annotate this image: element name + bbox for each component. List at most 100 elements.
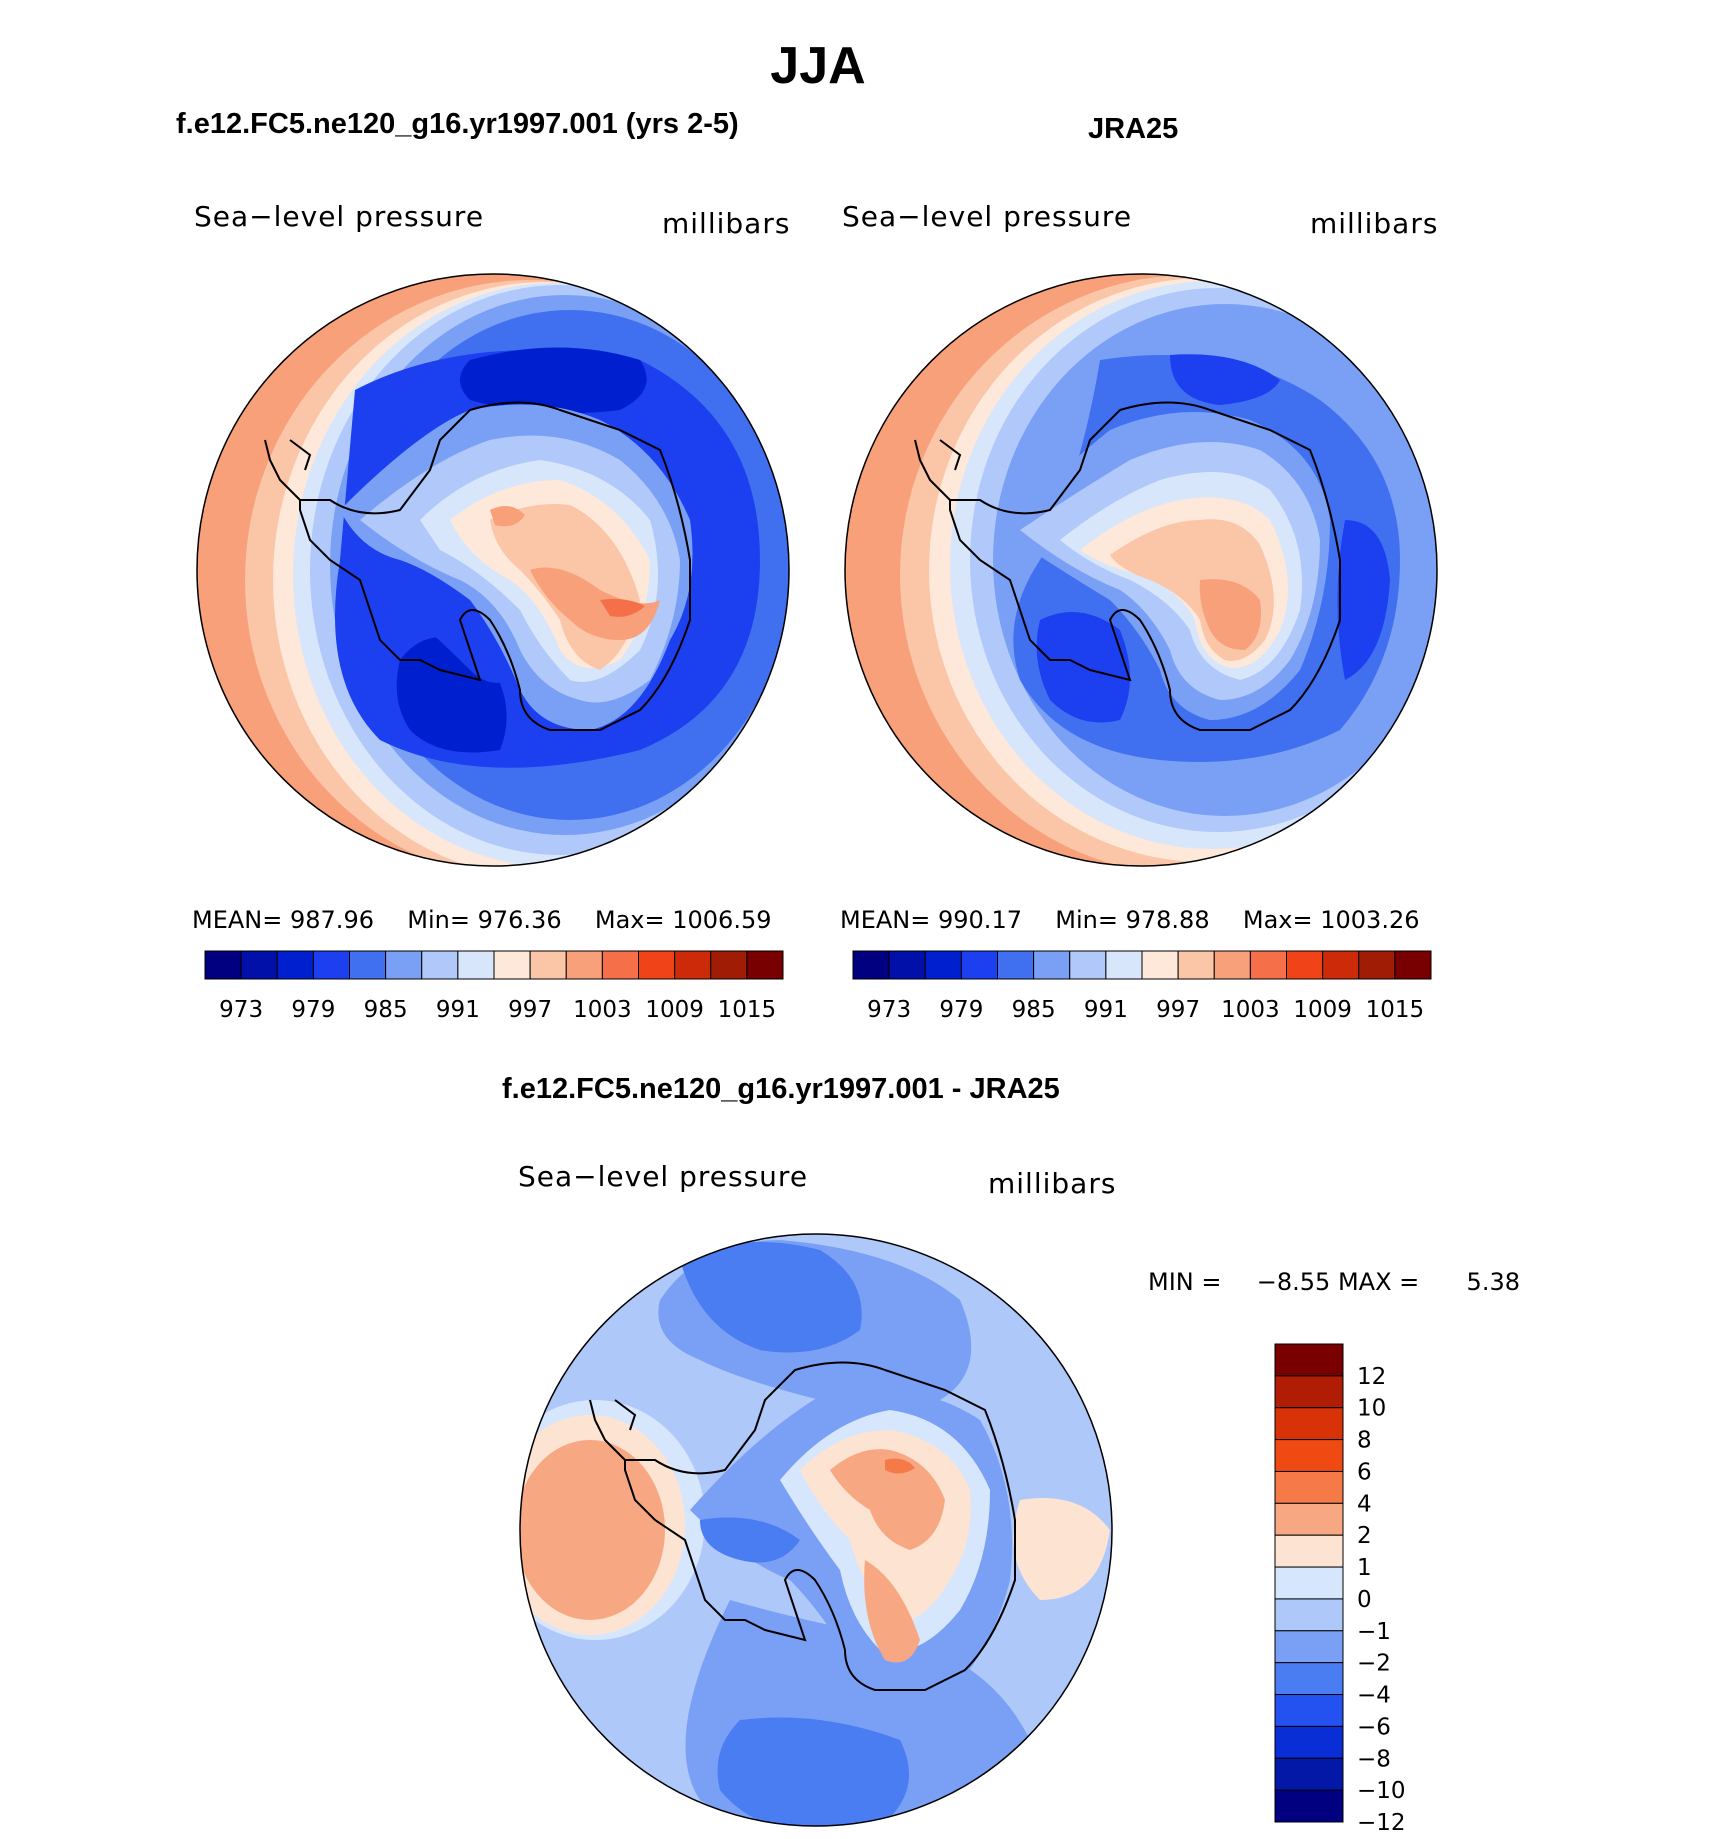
colorbar-tick-label: −12 xyxy=(1357,1810,1406,1836)
colorbar-swatch xyxy=(1274,1757,1344,1791)
coastline xyxy=(299,401,691,731)
colorbar-swatch xyxy=(1274,1502,1344,1536)
colorbar-swatch xyxy=(240,950,278,980)
diff-min-label: MIN = xyxy=(1148,1268,1222,1296)
diff-minmax: MIN = −8.55 MAX = 5.38 xyxy=(1148,1268,1520,1296)
units-label-model: millibars xyxy=(662,207,791,240)
contour-band xyxy=(864,1560,920,1663)
max-value: 1003.26 xyxy=(1320,906,1420,934)
colorbar-tick-label: 6 xyxy=(1357,1459,1372,1485)
colorbar-swatch xyxy=(674,950,712,980)
colorbar-swatch xyxy=(1274,1439,1344,1472)
max-label: Max= xyxy=(594,906,665,934)
colorbar-tick-label: −8 xyxy=(1357,1746,1391,1772)
colorbar-swatch xyxy=(1274,1534,1344,1568)
colorbar-tick-label: 2 xyxy=(1357,1523,1372,1549)
contour-band xyxy=(700,1517,800,1563)
diff-max-value: 5.38 xyxy=(1466,1268,1520,1296)
colorbar-swatch xyxy=(1274,1375,1344,1409)
colorbar-swatch xyxy=(349,950,387,980)
colorbar-swatch xyxy=(852,950,890,980)
colorbar-swatch xyxy=(204,950,242,980)
colorbar-swatch xyxy=(601,950,639,980)
colorbar-swatch xyxy=(1358,950,1396,980)
colorbar-tick-label: 1009 xyxy=(645,997,704,1023)
colorbar-tick-label: 985 xyxy=(364,997,408,1023)
colorbar-swatch xyxy=(1177,950,1215,980)
coastline xyxy=(949,401,1341,731)
contour-band xyxy=(530,567,660,640)
colorbar-swatch xyxy=(997,950,1035,980)
colorbar-swatch xyxy=(638,950,676,980)
min-label: Min= xyxy=(407,906,470,934)
contour-band xyxy=(1199,579,1261,650)
colorbar-tick-label: 997 xyxy=(1156,997,1200,1023)
map-border xyxy=(519,1233,1113,1827)
colorbar-swatch xyxy=(1274,1789,1344,1823)
colorbar-tick-label: 1 xyxy=(1357,1555,1372,1581)
colorbar-swatch xyxy=(960,950,998,980)
max-value: 1006.59 xyxy=(672,906,772,934)
diff-max-label: MAX = xyxy=(1337,1268,1420,1296)
map-model xyxy=(197,274,789,866)
colorbar-tick-label: 4 xyxy=(1357,1491,1372,1517)
min-label: Min= xyxy=(1055,906,1118,934)
colorbar-swatch xyxy=(1274,1598,1344,1632)
mean-value: 990.17 xyxy=(938,906,1022,934)
max-label: Max= xyxy=(1242,906,1313,934)
contour-band xyxy=(680,1242,862,1353)
colorbar-swatch xyxy=(1274,1407,1344,1441)
contour-band xyxy=(885,1458,915,1474)
coastline xyxy=(914,439,962,501)
colorbar-tick-label: 973 xyxy=(219,997,263,1023)
contour-band xyxy=(600,598,645,617)
colorbar-swatch xyxy=(1274,1343,1344,1377)
colorbar-tick-label: 985 xyxy=(1012,997,1056,1023)
colorbar-swatch xyxy=(276,950,314,980)
min-value: 978.88 xyxy=(1125,906,1210,934)
stats-model: MEAN= 987.96 Min= 976.36 Max= 1006.59 xyxy=(192,906,772,934)
colorbar-swatch xyxy=(529,950,567,980)
colorbar-tick-label: −2 xyxy=(1357,1651,1391,1677)
colorbar-tick-label: 1015 xyxy=(1366,997,1425,1023)
panel-heading-model: f.e12.FC5.ne120_g16.yr1997.001 (yrs 2-5) xyxy=(176,108,739,140)
variable-label-diff: Sea−level pressure xyxy=(518,1160,809,1193)
mean-label: MEAN= xyxy=(192,906,283,934)
map-obs xyxy=(845,274,1437,866)
coastline xyxy=(589,1399,637,1461)
diff-min-value: −8.55 xyxy=(1256,1268,1331,1296)
colorbar-swatch xyxy=(1033,950,1071,980)
colorbar-swatch xyxy=(1274,1662,1344,1696)
colorbar-obs: 973 979 985 991 997 1003 1009 1015 xyxy=(852,950,1432,1023)
diff-heading: f.e12.FC5.ne120_g16.yr1997.001 - JRA25 xyxy=(502,1073,1060,1105)
colorbar-swatch xyxy=(1274,1630,1344,1664)
colorbar-swatch xyxy=(1069,950,1107,980)
colorbar-tick-label: −1 xyxy=(1357,1619,1391,1645)
colorbar-tick-label: 997 xyxy=(508,997,552,1023)
colorbar-swatch xyxy=(1394,950,1432,980)
colorbar-tick-label: 979 xyxy=(939,997,983,1023)
contour-band xyxy=(460,347,647,414)
mean-label: MEAN= xyxy=(840,906,931,934)
coastline xyxy=(264,439,312,501)
contour-band xyxy=(1170,354,1280,405)
variable-label-model: Sea−level pressure xyxy=(194,200,485,233)
colorbar-tick-label: 12 xyxy=(1357,1364,1386,1390)
colorbar-swatch xyxy=(1213,950,1251,980)
colorbar-swatch xyxy=(924,950,962,980)
coastline xyxy=(624,1361,1016,1691)
colorbar-swatch xyxy=(1274,1470,1344,1504)
colorbar-swatch xyxy=(1322,950,1360,980)
colorbar-swatch xyxy=(565,950,603,980)
figure-title: JJA xyxy=(770,37,866,95)
colorbar-swatch xyxy=(1274,1694,1344,1727)
colorbar-tick-label: 1003 xyxy=(1221,997,1280,1023)
colorbar-tick-label: 979 xyxy=(291,997,335,1023)
colorbar-swatch xyxy=(1141,950,1179,980)
colorbar-swatch xyxy=(1105,950,1143,980)
colorbar-swatch xyxy=(421,950,459,980)
colorbar-tick-label: 1015 xyxy=(718,997,777,1023)
contour-band xyxy=(1337,520,1390,680)
